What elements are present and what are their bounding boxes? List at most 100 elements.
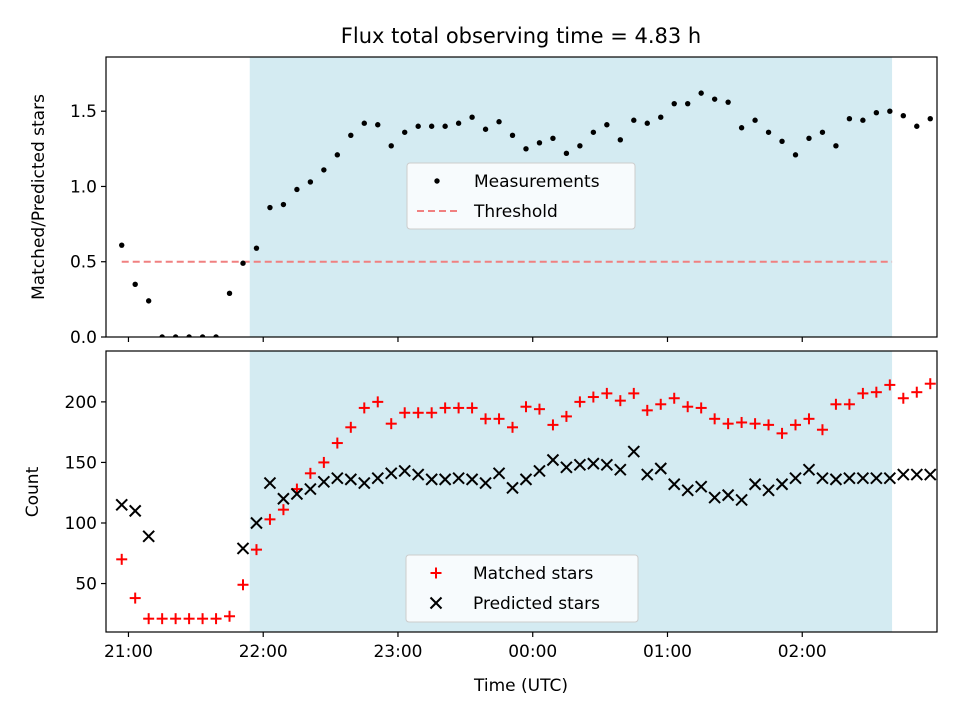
predicted-star-point (789, 471, 802, 485)
measurement-point (779, 138, 785, 145)
measurement-point (482, 126, 489, 132)
legend-measurements-label: Measurements (474, 172, 600, 192)
predicted-star-point (425, 473, 438, 486)
predicted-star-point-b (789, 471, 802, 485)
top-panel: 0.0 0.5 1.0 1.5 Matched/Predicted stars Mea… (29, 56, 938, 348)
predicted-star-point-b (142, 530, 155, 543)
measurement-point (644, 120, 650, 126)
matched-star-point (628, 387, 640, 399)
legend-measurements-marker (434, 178, 440, 184)
predicted-star-point-b (587, 457, 600, 470)
measurement-point (725, 99, 731, 105)
x-tick-label: 21:00 (104, 642, 153, 662)
legend-matched-plus (430, 567, 442, 579)
predicted-star-point (115, 498, 128, 512)
predicted-star-point (870, 471, 883, 485)
predicted-star-point (142, 530, 155, 543)
measurement-point (887, 108, 893, 114)
measurement-point (711, 96, 718, 102)
measurement-point (900, 113, 907, 119)
matched-star-point (870, 386, 882, 398)
bottom-legend: Matched stars Predicted stars (405, 554, 639, 623)
top-legend-box (406, 162, 636, 230)
x-tick-label: 23:00 (373, 642, 422, 662)
legend-predicted-cross (429, 596, 443, 610)
predicted-star-point (614, 463, 627, 476)
predicted-star-point-b (128, 504, 142, 518)
predicted-star-point-b (654, 462, 667, 475)
matched-star-point (304, 467, 316, 479)
predicted-star-point-b (573, 458, 587, 472)
predicted-star-point-b (546, 453, 560, 467)
top-y-tick-label: 0.5 (70, 253, 97, 273)
x-tick-label: 01:00 (643, 642, 692, 662)
predicted-star-point-b (829, 473, 843, 486)
bottom-y-tick-label: 50 (75, 575, 97, 595)
predicted-star-point-b (438, 473, 452, 486)
predicted-star-point (304, 482, 317, 496)
measurement-point (563, 150, 570, 157)
predicted-star-point-b (236, 542, 250, 555)
predicted-star-point-b (614, 463, 627, 476)
x-tick-label: 22:00 (239, 642, 288, 662)
matched-star-point (439, 402, 451, 414)
predicted-star-point-b (115, 498, 128, 512)
predicted-star-point-b (870, 471, 883, 485)
predicted-star-point (883, 471, 897, 485)
predicted-star-point (721, 488, 735, 502)
matched-star-point (143, 613, 155, 625)
measurement-point (199, 334, 206, 337)
matched-star-point (183, 613, 195, 625)
predicted-star-point-b (668, 478, 681, 491)
top-x-ticks (127, 337, 803, 342)
bottom-panel: 50 100 150 200 21:00 22:00 23:00 00:00 01:00 02:… (23, 350, 938, 696)
predicted-star-point (600, 458, 614, 472)
matched-star-point (614, 395, 626, 407)
predicted-star-point (438, 473, 452, 486)
bottom-y-tick-label: 200 (65, 393, 97, 413)
bottom-axes-frame (105, 350, 938, 633)
measurement-point (334, 152, 341, 158)
predicted-star-point-b (816, 471, 829, 485)
predicted-star-point (290, 487, 304, 501)
top-y-axis-label: Matched/Predicted stars (29, 94, 49, 300)
predicted-star-point-b (910, 468, 923, 481)
predicted-star-point (708, 491, 721, 504)
predicted-star-point (654, 462, 667, 475)
matched-star-point (830, 398, 842, 410)
predicted-star-point (236, 542, 250, 555)
measurement-point (361, 120, 367, 126)
matched-star-point (736, 416, 748, 428)
measurement-point (442, 123, 448, 129)
measurement-point (280, 201, 287, 208)
predicted-star-point (668, 478, 681, 491)
top-y-tick-label: 0.0 (70, 328, 97, 348)
matched-star-point (224, 610, 236, 622)
predicted-star-point-b (452, 471, 465, 485)
predicted-star-point (924, 468, 937, 481)
measurement-point (186, 334, 192, 337)
legend-predicted-label: Predicted stars (473, 594, 600, 614)
matched-star-point (816, 424, 828, 436)
predicted-star-point-b (492, 467, 506, 480)
measurement-point (658, 114, 664, 120)
matched-star-point (709, 413, 721, 425)
x-tick-label: 02:00 (778, 642, 827, 662)
predicted-star-point (519, 473, 533, 486)
matched-star-point (884, 379, 896, 391)
predicted-star-point (856, 471, 870, 485)
measurement-point (496, 119, 502, 125)
top-legend: Measurements Threshold (406, 162, 636, 230)
matched-star-point (399, 407, 411, 419)
predicted-star-point-b (748, 478, 762, 491)
predicted-star-point-b (694, 480, 708, 493)
matched-star-point (803, 413, 815, 425)
matched-star-point (345, 421, 357, 433)
top-y-tick-label: 1.5 (70, 102, 97, 122)
bottom-y-tick-label: 100 (65, 514, 97, 534)
matched-star-point (277, 504, 289, 516)
matched-star-point (911, 386, 923, 398)
predicted-star-point-b (681, 484, 694, 497)
matched-star-point (331, 437, 343, 449)
predicted-star-point-b (897, 468, 910, 481)
